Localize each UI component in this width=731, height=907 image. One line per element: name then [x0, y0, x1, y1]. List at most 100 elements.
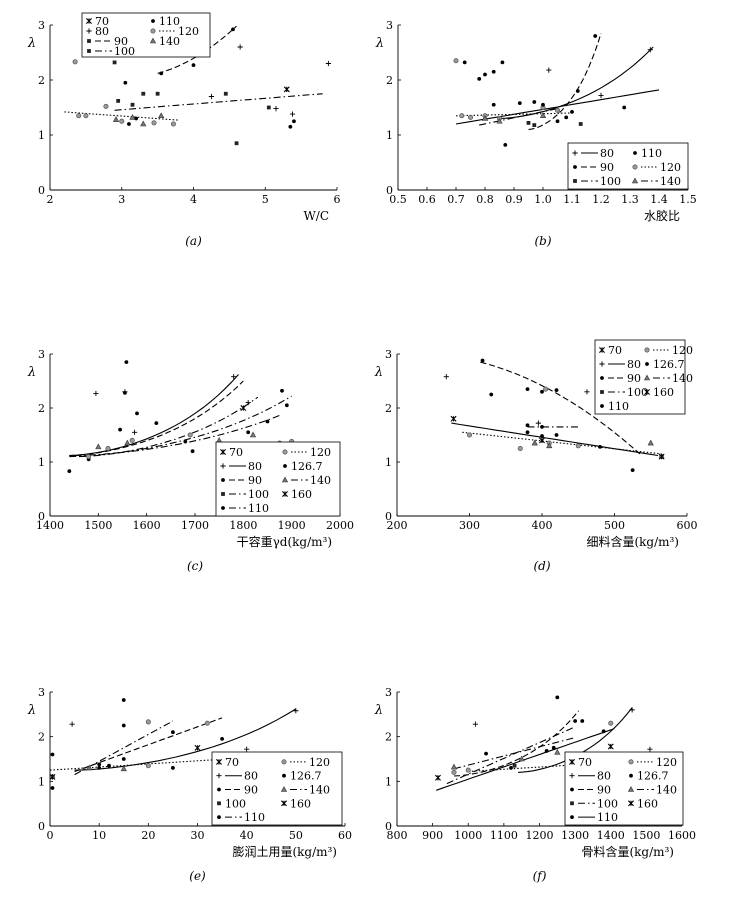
data-point-110 — [123, 80, 128, 85]
legend-entry-120: 120 — [281, 756, 330, 769]
data-point-126.7 — [171, 730, 175, 735]
fit-line-90 — [480, 361, 641, 455]
data-point-90 — [517, 101, 522, 105]
legend-entry-140: 140 — [631, 175, 681, 188]
data-point-80 — [273, 106, 279, 112]
legend-label: 120 — [672, 344, 693, 357]
x-tick-label: 0.6 — [418, 193, 436, 206]
data-point-120 — [151, 120, 157, 126]
fit-line-120 — [49, 759, 213, 771]
legend-marker — [86, 18, 92, 24]
data-point-160 — [49, 773, 56, 780]
y-tick-label: 2 — [38, 74, 45, 87]
legend-marker — [644, 389, 650, 395]
legend-label: 126.7 — [291, 460, 323, 473]
y-axis-label: λ — [27, 703, 36, 718]
data-point-90 — [50, 786, 55, 790]
x-tick-label: 1400 — [36, 519, 64, 532]
data-point-80 — [647, 746, 653, 752]
data-point-126.7 — [121, 723, 126, 728]
legend-entry-80: 80 — [599, 358, 641, 371]
legend-label: 140 — [310, 474, 331, 487]
legend-marker — [645, 362, 649, 366]
legend-entry-100: 100 — [221, 488, 269, 501]
data-point-120 — [608, 720, 614, 726]
legend-label: 90 — [627, 372, 641, 385]
legend-label: 80 — [600, 147, 614, 160]
data-point-126.7 — [573, 719, 578, 723]
data-point-100 — [141, 91, 146, 96]
legend-entry-160: 160 — [282, 488, 312, 501]
x-tick-label: 1400 — [597, 829, 625, 842]
x-tick-label: 1000 — [454, 829, 482, 842]
legend-entry-160: 160 — [644, 386, 674, 399]
data-point-90 — [234, 141, 239, 146]
data-point-126.7 — [97, 766, 102, 770]
legend-label: 80 — [627, 358, 641, 371]
legend-entry-100: 100 — [217, 797, 246, 810]
data-point-126.7 — [107, 763, 111, 768]
legend: 70 120 80 126.7 90 140 100 160 110 — [215, 441, 341, 517]
legend-marker — [281, 476, 289, 483]
data-point-110 — [127, 122, 131, 126]
x-tick-label: 600 — [677, 519, 698, 532]
legend-box — [564, 751, 684, 826]
data-point-90 — [491, 102, 496, 107]
data-point-126.7 — [525, 423, 530, 428]
x-tick-label: 3 — [118, 193, 125, 206]
legend-entry-140: 140 — [643, 372, 693, 385]
fit-line-80 — [69, 374, 239, 457]
legend-marker — [281, 800, 287, 807]
panel-caption: (f) — [533, 869, 547, 883]
legend-marker — [220, 463, 226, 469]
data-point-126.7 — [601, 729, 606, 734]
x-tick-label: 5 — [262, 193, 269, 206]
legend-marker — [628, 800, 634, 807]
legend-entry-126.7: 126.7 — [629, 770, 669, 783]
legend-entry-80: 80 — [572, 147, 614, 160]
x-tick-label: 10 — [92, 829, 106, 842]
y-tick-label: 0 — [385, 510, 392, 523]
legend-entry-110: 110 — [217, 811, 265, 824]
data-point-90 — [598, 444, 602, 449]
panel-d: 200 300 400 500 600 0 1 2 3λ 细料含量(kg/m³) 70 120 80 12… — [374, 339, 698, 573]
legend-entry-80: 80 — [569, 770, 611, 783]
data-point-110 — [159, 71, 164, 76]
data-point-90 — [50, 752, 55, 757]
legend-label: 70 — [578, 756, 592, 769]
x-tick-label: 2 — [47, 193, 54, 206]
data-point-80 — [443, 374, 449, 380]
data-point-126.7 — [540, 425, 544, 429]
data-point-126.7 — [135, 411, 139, 416]
legend-entry-70: 70 — [569, 756, 592, 769]
data-point-126.7 — [554, 388, 559, 393]
data-point-110 — [284, 403, 289, 408]
data-point-120 — [72, 59, 78, 65]
legend-marker — [280, 786, 288, 792]
legend-label: 160 — [291, 488, 312, 501]
legend-entry-160: 160 — [628, 797, 658, 810]
legend-marker — [573, 179, 577, 183]
legend-label: 120 — [309, 756, 330, 769]
legend-marker — [282, 449, 288, 455]
legend-entry-90: 90 — [87, 35, 128, 48]
legend-entry-70: 70 — [86, 15, 109, 28]
legend-marker — [217, 815, 221, 819]
data-point-110 — [191, 63, 196, 68]
data-point-90 — [540, 434, 544, 438]
data-point-140 — [249, 431, 257, 438]
y-tick-label: 1 — [385, 456, 392, 469]
data-point-110 — [483, 72, 487, 77]
data-point-80 — [293, 708, 299, 714]
legend-marker — [282, 773, 286, 778]
data-point-126.7 — [124, 360, 129, 364]
data-point-90 — [112, 60, 117, 65]
legend-entry-90: 90 — [217, 784, 258, 797]
legend-label: 160 — [290, 797, 311, 810]
legend-entry-90: 90 — [570, 784, 611, 797]
panel-f: 800 900 1000 1100 1200 1300 1400 1500 1600 0 1 2 3λ 骨… — [374, 686, 696, 883]
data-point-120 — [451, 769, 457, 775]
legend: 70 120 80 126.7 90 140 100 160 110 — [594, 339, 693, 415]
